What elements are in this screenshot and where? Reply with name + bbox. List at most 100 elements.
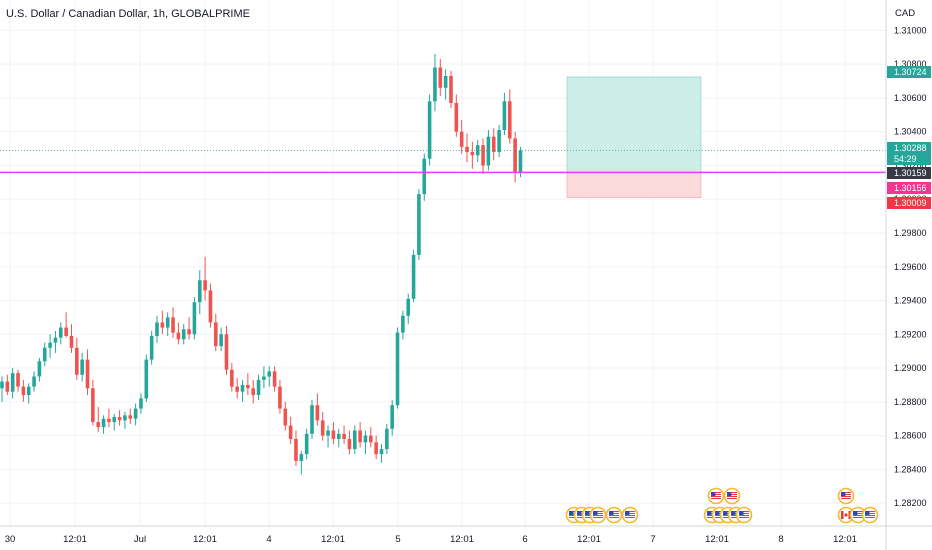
candle-body xyxy=(219,334,223,347)
event-markers[interactable] xyxy=(565,487,879,524)
x-tick-label: 12:01 xyxy=(450,534,474,545)
price-tag xyxy=(887,167,931,179)
candle-body xyxy=(75,347,79,375)
y-tick-label: 1.29200 xyxy=(894,329,927,339)
candle-body xyxy=(401,315,405,333)
profit-zone[interactable] xyxy=(566,76,702,173)
flag-stripe xyxy=(739,513,749,514)
us-flag-icon[interactable] xyxy=(621,506,639,524)
price-axis[interactable]: 1.31000 1.30800 1.30600 1.30400 1.30200 1.300… xyxy=(885,0,927,550)
flag-stripe xyxy=(625,515,635,516)
candle-body xyxy=(299,454,304,461)
candle-body xyxy=(267,371,272,377)
position-zones[interactable] xyxy=(566,76,702,198)
time-axis[interactable]: 30 12:01 Jul 12:01 4 12:01 5 12:01 6 12:01 7 12:01 8… xyxy=(0,525,932,545)
y-tick-label: 1.31000 xyxy=(894,25,927,35)
candle-body xyxy=(85,359,90,389)
x-tick-label: 30 xyxy=(5,534,16,545)
price-tag xyxy=(887,182,931,194)
flag-stripe xyxy=(585,517,595,518)
candle-body xyxy=(139,398,143,409)
candle-body xyxy=(449,75,453,103)
flag-stripe xyxy=(853,517,863,518)
flag-stripe xyxy=(593,513,603,514)
flag-stripe xyxy=(841,494,851,495)
candle-body xyxy=(374,442,378,455)
flag-stripe xyxy=(841,496,851,497)
us-flag-icon[interactable] xyxy=(837,487,855,505)
flag-canton xyxy=(609,511,614,515)
candle-body xyxy=(411,254,416,299)
flag-stripe xyxy=(841,498,851,499)
y-tick-label: 1.28800 xyxy=(894,397,927,407)
x-tick-label: 7 xyxy=(650,534,655,545)
flag-canton xyxy=(731,511,736,515)
candle-body xyxy=(10,373,15,392)
candle-body xyxy=(0,381,4,389)
candle-body xyxy=(347,438,352,450)
flag-canton xyxy=(739,511,744,515)
y-tick-label: 1.29400 xyxy=(894,296,927,306)
candle-body xyxy=(320,420,325,436)
us-flag-icon[interactable] xyxy=(707,487,725,505)
flag-canton xyxy=(715,511,720,515)
candle-body xyxy=(465,146,469,152)
flag-stripe xyxy=(865,515,875,516)
candle-body xyxy=(203,280,207,291)
flag-stripe xyxy=(727,492,737,493)
candle-body xyxy=(5,381,10,392)
candle-body xyxy=(369,435,373,443)
candle-body xyxy=(16,373,20,387)
y-tick-label: 1.30600 xyxy=(894,93,927,103)
candle-body xyxy=(149,335,154,360)
candle-body xyxy=(32,376,36,387)
candle-body xyxy=(181,329,186,340)
candle-body xyxy=(385,428,389,450)
candle-body xyxy=(246,384,250,389)
loss-zone[interactable] xyxy=(566,172,702,198)
candle-body xyxy=(315,405,320,421)
candle-body xyxy=(107,418,111,423)
flag-stripe xyxy=(739,511,749,512)
us-flag-icon[interactable] xyxy=(735,506,753,524)
flag-stripe xyxy=(609,511,619,512)
candle-body xyxy=(395,332,400,406)
candle-body xyxy=(406,298,411,316)
candle-body xyxy=(443,75,448,88)
candle-body xyxy=(390,405,394,429)
us-flag-icon[interactable] xyxy=(605,506,623,524)
candle-body xyxy=(342,433,346,439)
us-flag-icon[interactable] xyxy=(723,487,741,505)
flag-stripe xyxy=(731,517,741,518)
candle-body xyxy=(331,430,336,439)
candle-body xyxy=(128,415,133,419)
flag-canton xyxy=(569,511,574,515)
flag-stripe xyxy=(609,513,619,514)
flag-stripe xyxy=(727,494,737,495)
flag-canton xyxy=(577,511,582,515)
candle-body xyxy=(470,151,475,156)
flag-stripe xyxy=(853,513,863,514)
price-tag-label: 54:29 xyxy=(894,154,917,164)
candle-body xyxy=(256,379,261,396)
flag-stripe xyxy=(593,517,603,518)
flag-band xyxy=(841,511,844,519)
x-tick-label: 8 xyxy=(778,534,783,545)
flag-stripe xyxy=(727,498,737,499)
flag-stripe xyxy=(577,517,587,518)
us-flag-icon[interactable] xyxy=(861,506,879,524)
candle-body xyxy=(235,386,239,392)
x-tick-label: 12:01 xyxy=(577,534,601,545)
candle-body xyxy=(224,334,229,370)
candle-body xyxy=(459,131,464,147)
candle-body xyxy=(80,359,84,375)
candle-body xyxy=(513,138,517,173)
candles xyxy=(0,54,523,475)
candle-body xyxy=(171,317,175,333)
candle-body xyxy=(497,129,501,152)
us-flag-icon[interactable] xyxy=(589,506,607,524)
flag-stripe xyxy=(609,517,619,518)
candle-body xyxy=(187,329,191,335)
y-tick-label: 1.28400 xyxy=(894,464,927,474)
